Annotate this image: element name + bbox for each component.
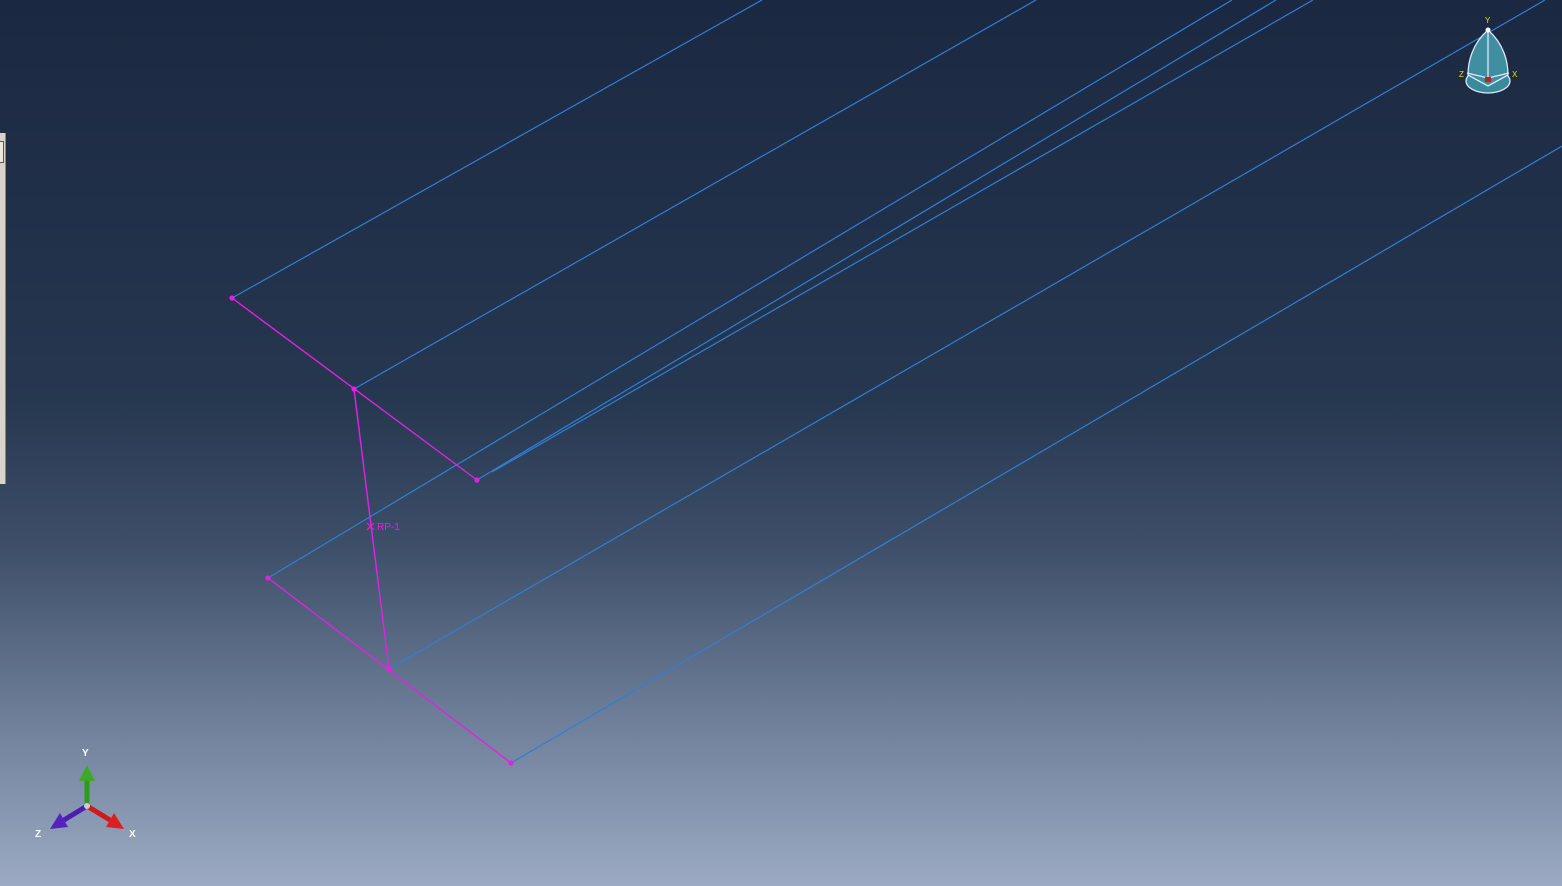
beam-edge-bottom-flange-right — [510, 145, 1562, 764]
beam-edge-top-flange-right-b — [491, 0, 1314, 473]
beam-edge-top-flange-left — [231, 0, 763, 299]
view-cube-y-label: Y — [1485, 16, 1491, 25]
view-cube-x-label: X — [1512, 70, 1518, 79]
vertex-point[interactable] — [351, 386, 357, 392]
vertex-point[interactable] — [386, 666, 392, 672]
vertex-point[interactable] — [474, 477, 480, 483]
vertex-point[interactable] — [508, 760, 514, 766]
beam-edge-bottom-flange-left — [267, 0, 1233, 579]
beam-wireframe — [231, 0, 1562, 764]
beam-edge-web-bottom — [388, 0, 1546, 670]
vertex-point[interactable] — [229, 295, 235, 301]
coordinate-triad-icon: Y X Z — [35, 748, 136, 840]
view-cube-z-label: Z — [1459, 70, 1464, 79]
view-cube-icon[interactable]: Y Z X — [1459, 16, 1518, 94]
reference-point-marker-icon — [366, 522, 375, 531]
section-vertices[interactable] — [229, 295, 514, 766]
triad-x-label: X — [129, 829, 136, 840]
beam-edge-top-flange-right-a — [476, 0, 1277, 481]
triad-z-label: Z — [35, 829, 41, 840]
beam-edge-web-top — [353, 0, 1037, 390]
vertex-point[interactable] — [265, 575, 271, 581]
panel-resize-handle[interactable] — [0, 141, 4, 163]
beam-cross-section — [231, 297, 512, 764]
web-line — [353, 388, 390, 670]
triad-y-label: Y — [82, 748, 89, 759]
reference-point[interactable]: RP-1 — [366, 522, 400, 533]
reference-point-label: RP-1 — [377, 522, 400, 533]
side-panel-edge[interactable] — [0, 133, 6, 484]
